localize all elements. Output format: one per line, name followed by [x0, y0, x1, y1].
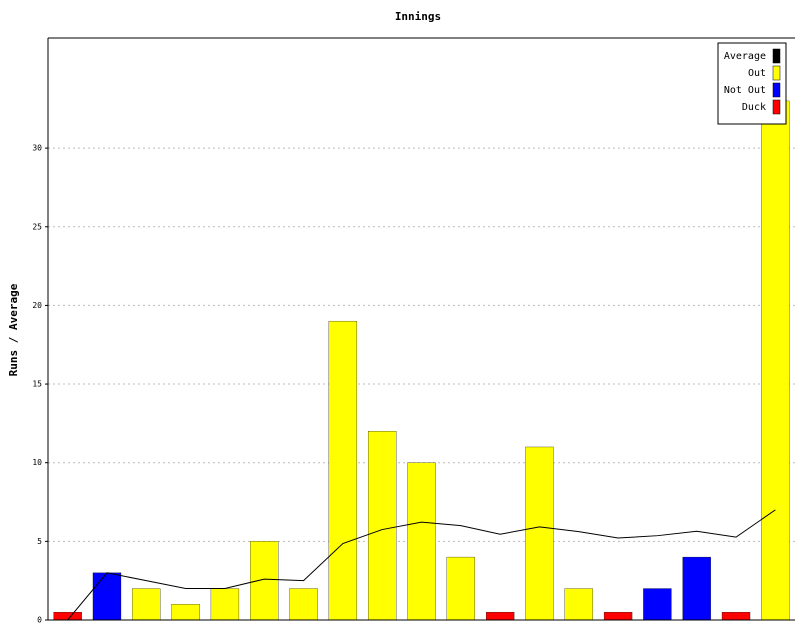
y-tick-label: 15	[32, 380, 42, 389]
bar	[53, 611, 82, 620]
bar	[721, 611, 751, 620]
bar	[92, 572, 122, 620]
bar	[603, 611, 633, 620]
y-tick-label: 30	[32, 144, 42, 153]
chart-title: Innings	[395, 10, 441, 23]
y-tick-label: 10	[32, 458, 42, 467]
average-line	[67, 509, 776, 620]
bar	[289, 588, 318, 620]
legend-label: Duck	[742, 102, 766, 113]
bar	[761, 100, 790, 620]
y-tick-label: 5	[37, 537, 42, 546]
y-tick-label: 0	[37, 616, 42, 625]
legend-label: Out	[748, 68, 766, 79]
bar	[132, 588, 161, 620]
legend-swatch	[772, 82, 781, 98]
legend-swatch	[772, 65, 781, 81]
bar	[368, 431, 397, 620]
bar	[682, 556, 711, 620]
legend-label: Not Out	[724, 85, 766, 96]
legend-swatch	[772, 48, 781, 64]
bar	[564, 588, 593, 620]
bar	[407, 462, 436, 620]
bar	[328, 320, 358, 620]
y-tick-label: 20	[32, 301, 42, 310]
bar	[643, 588, 672, 620]
y-tick-label: 25	[32, 222, 42, 231]
y-axis-label: Runs / Average	[7, 283, 20, 376]
bar	[171, 604, 200, 620]
bar	[525, 446, 554, 620]
legend-label: Average	[724, 51, 766, 62]
bar	[446, 556, 475, 620]
bar	[210, 588, 240, 620]
bar	[485, 611, 515, 620]
bar	[250, 541, 279, 620]
legend-swatch	[772, 99, 781, 115]
